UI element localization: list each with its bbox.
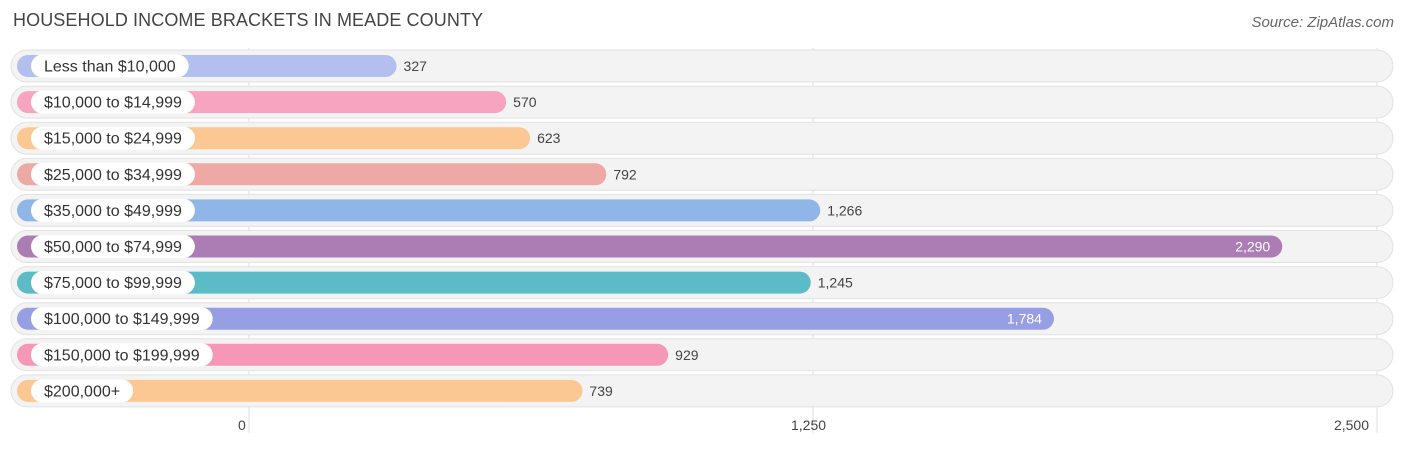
x-tick-label: 0 bbox=[238, 417, 246, 433]
category-label-pill bbox=[31, 343, 213, 367]
bar-row: $100,000 to $149,999 1,784 bbox=[10, 302, 1394, 336]
category-label-pill bbox=[31, 198, 195, 222]
value-label: 623 bbox=[537, 130, 561, 146]
category-label: $75,000 to $99,999 bbox=[44, 275, 182, 292]
category-label: $150,000 to $199,999 bbox=[44, 347, 200, 364]
bar bbox=[17, 235, 1283, 258]
value-label: 1,245 bbox=[818, 275, 853, 291]
category-label: $15,000 to $24,999 bbox=[44, 131, 182, 148]
bar bbox=[17, 307, 1054, 330]
bar-row: $10,000 to $14,999 570 bbox=[10, 85, 1394, 119]
bar-row: $150,000 to $199,999 929 bbox=[10, 338, 1394, 372]
value-label: 929 bbox=[675, 347, 699, 363]
category-label-pill bbox=[31, 379, 134, 403]
bar bbox=[17, 199, 821, 222]
category-label-pill bbox=[31, 126, 195, 150]
category-label-pill bbox=[31, 90, 195, 114]
category-label-pill bbox=[31, 307, 213, 331]
bar bbox=[17, 271, 811, 294]
value-label: 327 bbox=[404, 58, 428, 74]
x-tick-label: 1,250 bbox=[791, 417, 826, 433]
value-label: 739 bbox=[589, 383, 613, 399]
category-label: $200,000+ bbox=[44, 383, 120, 400]
category-label: $100,000 to $149,999 bbox=[44, 311, 200, 328]
value-label: 2,290 bbox=[1235, 239, 1270, 255]
value-label: 570 bbox=[513, 94, 537, 110]
category-label: $35,000 to $49,999 bbox=[44, 203, 182, 220]
bar-row: $35,000 to $49,999 1,266 bbox=[10, 193, 1394, 227]
category-label-pill bbox=[31, 162, 195, 186]
category-label: $25,000 to $34,999 bbox=[44, 167, 182, 184]
bar-row: Less than $10,000 327 bbox=[10, 49, 1394, 83]
x-tick-label: 2,500 bbox=[1334, 417, 1369, 433]
category-label: Less than $10,000 bbox=[44, 59, 176, 76]
value-label: 1,784 bbox=[1007, 311, 1042, 327]
category-label-pill bbox=[31, 235, 195, 258]
bar-row: $15,000 to $24,999 623 bbox=[10, 121, 1394, 155]
x-axis-ticks: 0 1,250 2,500 bbox=[238, 417, 1369, 433]
category-label: $50,000 to $74,999 bbox=[44, 239, 182, 256]
category-label: $10,000 to $14,999 bbox=[44, 95, 182, 112]
bar-row: $50,000 to $74,999 2,290 bbox=[10, 230, 1394, 263]
bar-row: $25,000 to $34,999 792 bbox=[10, 157, 1394, 191]
category-label-pill bbox=[31, 271, 195, 295]
bar bbox=[17, 379, 583, 402]
chart-title: HOUSEHOLD INCOME BRACKETS IN MEADE COUNT… bbox=[13, 10, 484, 30]
bar-row: $75,000 to $99,999 1,245 bbox=[10, 266, 1394, 300]
bar-rows: Less than $10,000 327 $10,000 to $14,999 57… bbox=[10, 49, 1394, 408]
value-label: 1,266 bbox=[827, 202, 862, 218]
category-label-pill bbox=[31, 54, 189, 78]
chart-source: Source: ZipAtlas.com bbox=[1251, 14, 1394, 31]
bar-row: $200,000+ 739 bbox=[10, 374, 1394, 408]
value-label: 792 bbox=[613, 166, 637, 182]
